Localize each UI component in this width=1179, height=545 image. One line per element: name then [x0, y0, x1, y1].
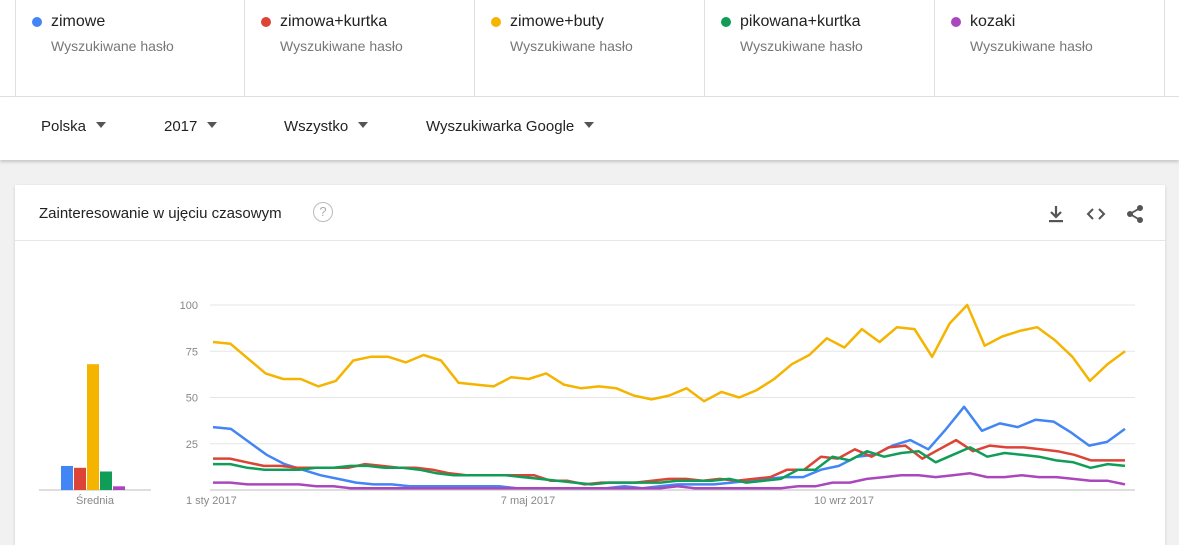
term-type-label: Wyszukiwane hasło: [970, 38, 1093, 54]
avg-bar: [61, 465, 73, 490]
term-name: pikowana+kurtka: [740, 13, 861, 30]
term-card-pikowana-kurtka[interactable]: pikowana+kurtka Wyszukiwane hasło: [705, 0, 935, 96]
term-name: kozaki: [970, 13, 1016, 30]
property-dropdown[interactable]: Wyszukiwarka Google: [426, 118, 595, 135]
term-card-zimowa-kurtka[interactable]: zimowa+kurtka Wyszukiwane hasło: [245, 0, 475, 96]
term-card-zimowe[interactable]: zimowe Wyszukiwane hasło: [15, 0, 245, 96]
term-name: zimowe: [51, 13, 106, 30]
period-dropdown[interactable]: 2017: [164, 118, 218, 135]
code-icon[interactable]: [1085, 203, 1107, 225]
category-dropdown[interactable]: Wszystko: [284, 118, 369, 135]
term-name: zimowa+kurtka: [280, 13, 388, 30]
term-card-kozaki[interactable]: kozaki Wyszukiwane hasło: [935, 0, 1165, 96]
category-label: Wszystko: [284, 118, 349, 135]
term-color-dot: [32, 17, 42, 27]
share-icon[interactable]: [1124, 203, 1146, 225]
region-label: Polska: [41, 118, 87, 135]
series-line-zimowe: [212, 405, 1126, 490]
y-tick-label: 100: [180, 300, 198, 312]
term-card-zimowe-buty[interactable]: zimowe+buty Wyszukiwane hasło: [475, 0, 705, 96]
term-color-dot: [491, 17, 501, 27]
x-tick-label: 10 wrz 2017: [814, 495, 874, 507]
term-color-dot: [721, 17, 731, 27]
filter-bar: Polska 2017 Wszystko Wyszukiwarka Google: [0, 97, 1179, 160]
period-label: 2017: [164, 118, 198, 135]
x-tick-label: 1 sty 2017: [186, 495, 237, 507]
region-dropdown[interactable]: Polska: [41, 118, 107, 135]
avg-bar: [74, 467, 86, 490]
caret-down-icon: [584, 122, 595, 129]
x-tick-label: 7 maj 2017: [501, 495, 555, 507]
series-line-pikowana-kurtka: [213, 446, 1126, 486]
series-line-zimowa-kurtka: [213, 438, 1125, 486]
caret-down-icon: [96, 122, 107, 129]
term-type-label: Wyszukiwane hasło: [51, 38, 174, 54]
term-color-dot: [261, 17, 271, 27]
search-terms-bar: zimowe Wyszukiwane hasło zimowa+kurtka W…: [0, 0, 1179, 97]
avg-bar: [100, 471, 112, 490]
series-line-zimowe-buty: [212, 303, 1126, 403]
term-color-dot: [951, 17, 961, 27]
property-label: Wyszukiwarka Google: [426, 118, 575, 135]
avg-label: Średnia: [76, 494, 115, 507]
interest-over-time-card: Zainteresowanie w ujęciu czasowym ? 25 50…: [15, 185, 1165, 545]
series-line-kozaki: [213, 472, 1126, 490]
term-type-label: Wyszukiwane hasło: [280, 38, 403, 54]
y-tick-label: 50: [186, 393, 198, 405]
card-title: Zainteresowanie w ujęciu czasowym: [39, 205, 282, 222]
caret-down-icon: [207, 122, 218, 129]
term-name: zimowe+buty: [510, 13, 604, 30]
interest-chart: 25 50 75 100 Średnia 1 sty 2017 7 maj 2017 10 w…: [39, 300, 1135, 507]
card-divider: [15, 240, 1165, 241]
y-tick-label: 75: [186, 346, 198, 358]
avg-bar: [87, 364, 99, 490]
caret-down-icon: [358, 122, 369, 129]
term-type-label: Wyszukiwane hasło: [740, 38, 863, 54]
avg-bar: [113, 486, 125, 490]
question-circle-icon[interactable]: ?: [313, 202, 333, 222]
term-type-label: Wyszukiwane hasło: [510, 38, 633, 54]
y-tick-label: 25: [186, 439, 198, 451]
download-icon[interactable]: [1045, 203, 1067, 225]
